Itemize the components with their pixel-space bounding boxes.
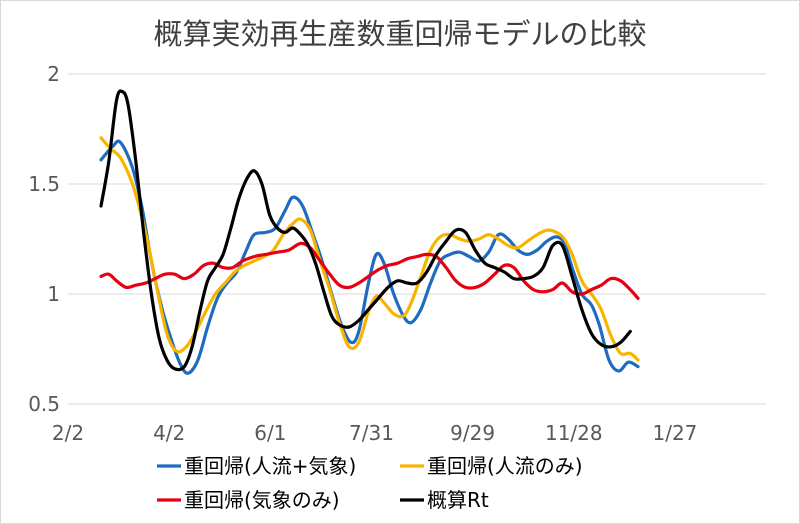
series-line-3 <box>99 89 632 372</box>
legend-label-1: 重回帰(人流のみ) <box>427 454 583 478</box>
series-lines <box>99 89 640 375</box>
y-tick-label: 0.5 <box>28 392 60 416</box>
chart-title: 概算実効再生産数重回帰モデルの比較 <box>153 17 646 51</box>
x-tick-label: 9/29 <box>450 421 495 445</box>
legend-label-0: 重回帰(人流+気象) <box>184 454 356 478</box>
x-tick-label: 11/28 <box>545 421 603 445</box>
y-axis-ticks: 0.5 1 1.5 2 <box>28 62 60 416</box>
y-tick-label: 1 <box>47 282 60 306</box>
x-tick-label: 2/2 <box>52 421 84 445</box>
series-line-2 <box>99 241 640 300</box>
x-axis-ticks: 2/2 4/2 6/1 7/31 9/29 11/28 1/27 <box>52 421 698 445</box>
x-tick-label: 6/1 <box>254 421 286 445</box>
x-tick-label: 1/27 <box>652 421 697 445</box>
y-tick-label: 1.5 <box>28 172 60 196</box>
y-tick-label: 2 <box>47 62 60 86</box>
series-line-1 <box>99 136 640 362</box>
legend-label-2: 重回帰(気象のみ) <box>184 488 340 512</box>
x-tick-label: 4/2 <box>153 421 185 445</box>
gridlines <box>68 73 766 405</box>
series-line-0 <box>99 139 640 375</box>
legend-label-3: 概算Rt <box>427 488 489 512</box>
x-tick-label: 7/31 <box>349 421 394 445</box>
legend: 重回帰(人流+気象) 重回帰(人流のみ) 重回帰(気象のみ) 概算Rt <box>157 454 583 512</box>
